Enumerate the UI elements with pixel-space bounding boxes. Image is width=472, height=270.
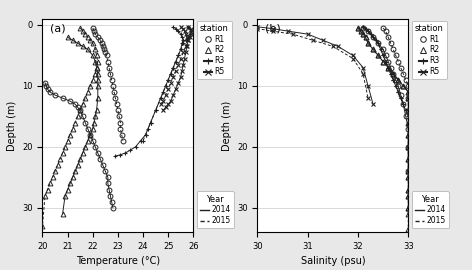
Text: (a): (a): [50, 23, 66, 33]
Y-axis label: Depth (m): Depth (m): [7, 100, 17, 151]
Legend: 2014, 2015: 2014, 2015: [197, 191, 234, 228]
X-axis label: Salinity (psu): Salinity (psu): [301, 256, 365, 266]
X-axis label: Temperature (°C): Temperature (°C): [76, 256, 160, 266]
Legend: 2014, 2015: 2014, 2015: [412, 191, 449, 228]
Text: (b): (b): [265, 23, 281, 33]
Y-axis label: Depth (m): Depth (m): [221, 100, 232, 151]
